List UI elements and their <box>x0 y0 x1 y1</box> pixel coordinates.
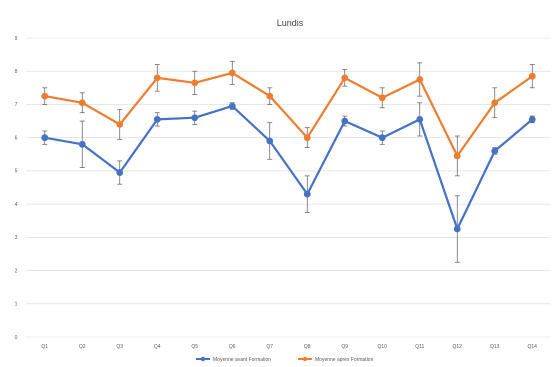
legend-marker <box>200 356 206 362</box>
y-tick-label: 8 <box>15 69 18 75</box>
data-point <box>491 147 499 155</box>
data-point <box>191 114 199 122</box>
data-point <box>153 74 161 82</box>
data-point <box>153 115 161 123</box>
data-point <box>41 134 49 142</box>
x-tick-label: Q7 <box>266 344 273 350</box>
series-line <box>44 71 533 157</box>
y-tick-label: 6 <box>15 135 18 141</box>
x-tick-label: Q3 <box>116 344 123 350</box>
chart-title: Lundis <box>277 18 304 28</box>
x-tick-label: Q11 <box>415 344 424 350</box>
data-point <box>266 137 274 145</box>
x-tick-label: Q12 <box>453 344 463 350</box>
data-point <box>78 140 86 148</box>
legend-label: Moyenne avant Formation <box>213 357 271 363</box>
x-tick-label: Q1 <box>41 344 48 350</box>
data-point <box>378 94 386 102</box>
data-point <box>228 69 236 77</box>
x-tick-label: Q14 <box>528 344 538 350</box>
data-point <box>491 99 499 107</box>
data-point <box>116 169 124 176</box>
data-point <box>341 117 349 125</box>
data-point <box>453 225 461 233</box>
legend: Moyenne avant Formation Moyenne après For… <box>196 356 374 363</box>
data-point <box>378 134 386 142</box>
x-axis-ticks: Q1 Q2 Q3 Q4 Q5 Q6 Q7 Q8 Q9 Q10 Q11 Q12 Q13 Q14 <box>41 344 537 350</box>
x-tick-label: Q5 <box>191 344 198 350</box>
y-tick-label: 4 <box>15 202 18 208</box>
series-2 <box>41 60 536 177</box>
legend-label: Moyenne après Formation <box>315 357 374 363</box>
series-group <box>41 60 536 263</box>
data-point <box>341 74 349 82</box>
data-point <box>303 190 311 198</box>
data-point <box>116 120 124 128</box>
data-point <box>453 152 461 160</box>
y-tick-label: 2 <box>15 268 18 274</box>
x-tick-label: Q8 <box>304 344 311 350</box>
x-tick-label: Q13 <box>490 344 500 350</box>
data-point <box>78 99 86 107</box>
x-tick-label: Q6 <box>229 344 236 350</box>
data-point <box>416 115 424 123</box>
y-tick-label: 5 <box>15 169 18 175</box>
series-line <box>44 104 534 231</box>
x-tick-label: Q4 <box>154 344 161 350</box>
y-axis-ticks: 0 1 2 3 4 5 6 7 8 9 <box>15 36 18 341</box>
data-point <box>266 92 274 100</box>
y-tick-label: 7 <box>15 102 18 108</box>
y-tick-label: 9 <box>15 36 18 42</box>
series-1 <box>41 102 536 263</box>
data-point <box>303 134 311 142</box>
y-tick-label: 1 <box>15 302 18 308</box>
data-point <box>528 72 536 80</box>
x-tick-label: Q9 <box>341 344 348 350</box>
gridlines <box>26 37 551 338</box>
legend-marker <box>302 356 308 362</box>
data-point <box>228 102 236 110</box>
data-point <box>528 115 536 123</box>
data-point <box>416 76 424 83</box>
x-tick-label: Q10 <box>378 344 388 350</box>
legend-item: Moyenne après Formation <box>298 356 374 363</box>
y-tick-label: 3 <box>15 235 18 241</box>
y-tick-label: 0 <box>15 335 18 341</box>
data-point <box>41 92 49 100</box>
x-tick-label: Q2 <box>79 344 86 350</box>
legend-item: Moyenne avant Formation <box>196 356 271 363</box>
data-point <box>191 79 199 87</box>
